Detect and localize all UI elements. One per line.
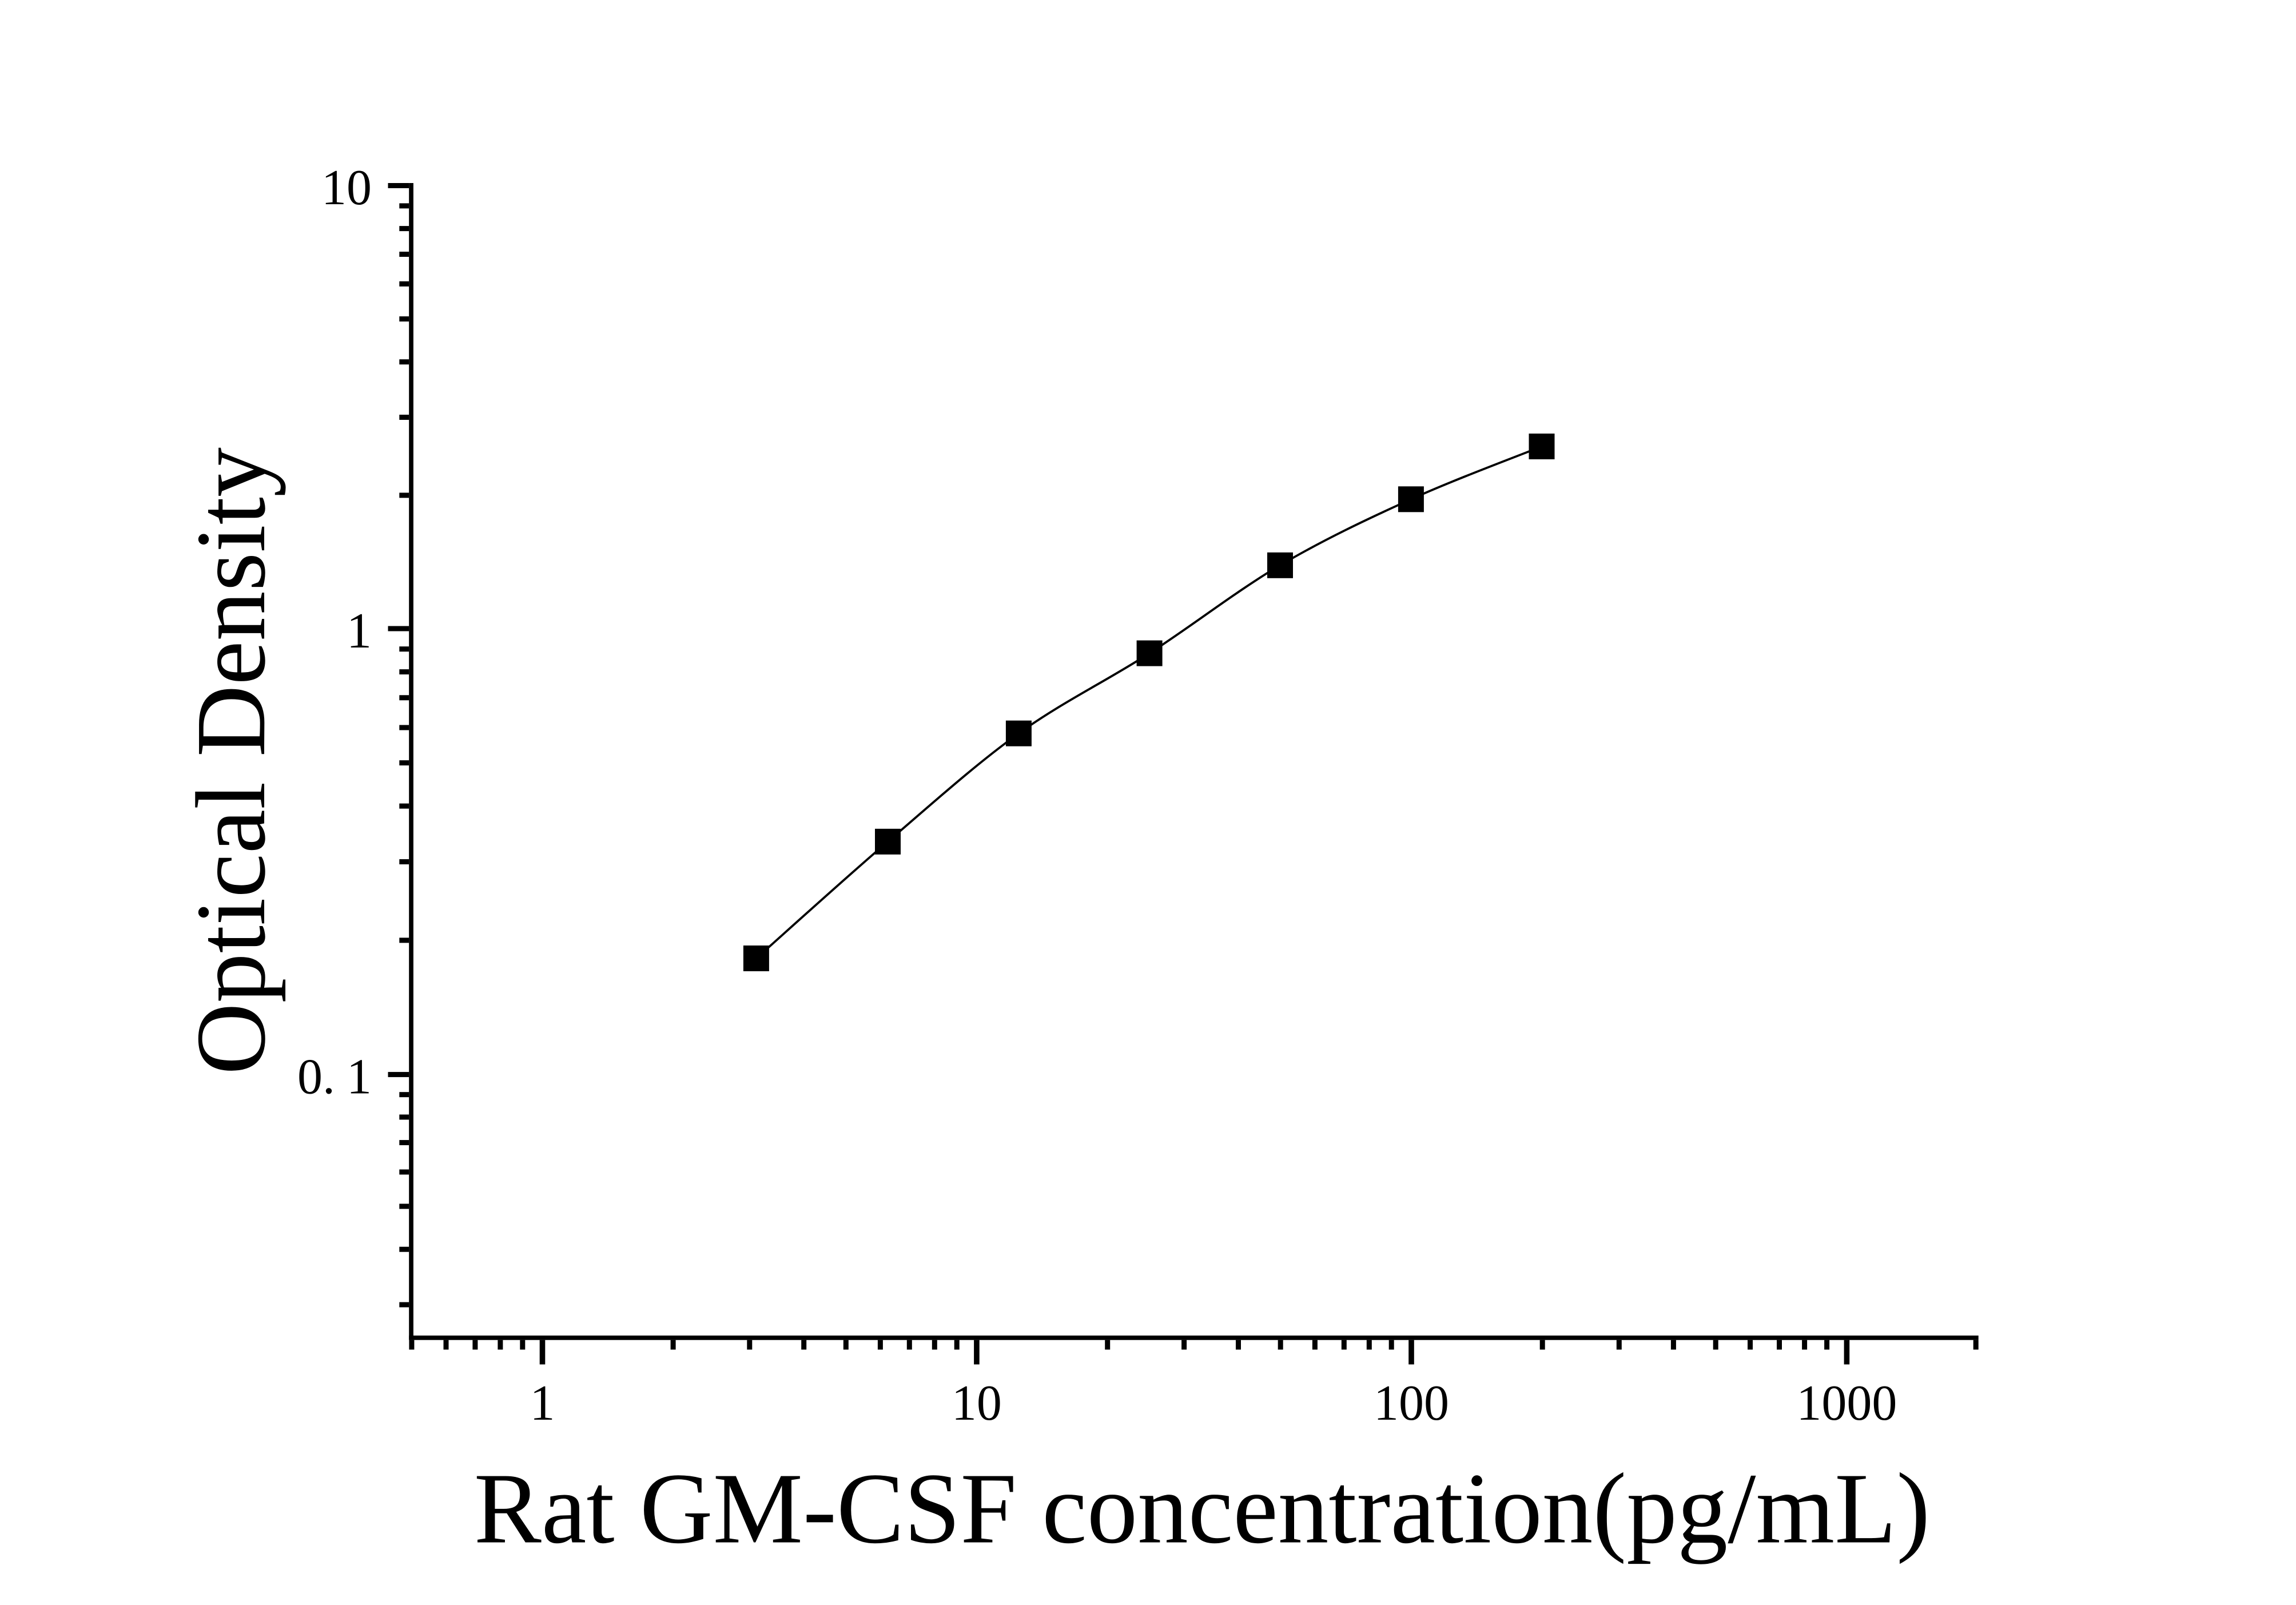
svg-text:1: 1 <box>530 1376 555 1431</box>
svg-text:1000: 1000 <box>1796 1376 1897 1431</box>
svg-text:1: 1 <box>347 603 372 659</box>
svg-text:Rat GM-CSF concentration(pg/mL: Rat GM-CSF concentration(pg/mL) <box>474 1453 1930 1565</box>
svg-text:100: 100 <box>1374 1376 1449 1431</box>
svg-text:10: 10 <box>321 160 372 216</box>
svg-text:0.1: 0. 1 <box>297 1050 372 1105</box>
svg-text:Optical Density: Optical Density <box>176 447 286 1075</box>
svg-text:10: 10 <box>952 1376 1002 1431</box>
